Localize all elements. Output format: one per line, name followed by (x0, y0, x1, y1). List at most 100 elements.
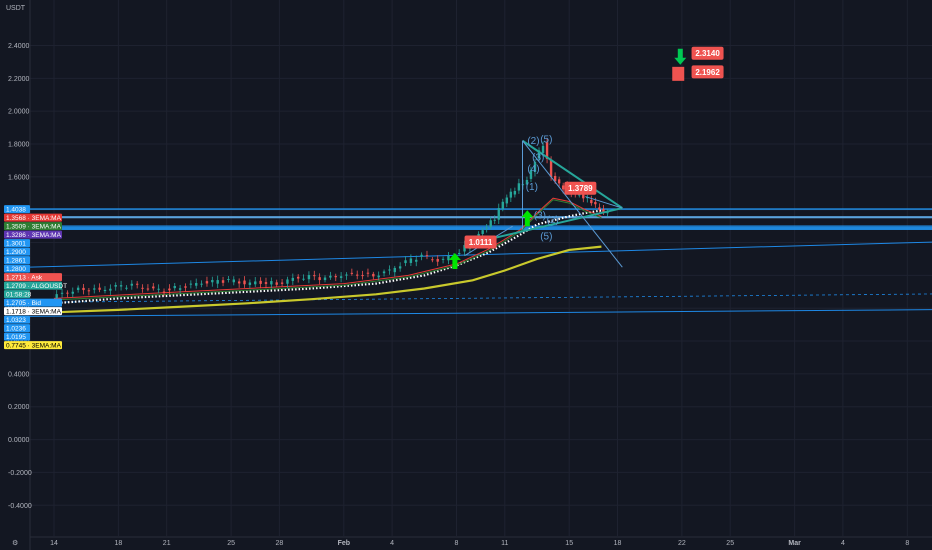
price-label-badge (4, 324, 30, 333)
candle-body (227, 279, 230, 281)
candle-body (493, 219, 496, 221)
price-label-badge (4, 213, 62, 222)
candle-body (481, 230, 484, 234)
price-label-text: 1.3509 · 3EMA:MA (6, 223, 62, 230)
candle-body (489, 220, 492, 228)
price-label-badge (4, 298, 62, 307)
candle-body (146, 288, 150, 290)
price-callout (464, 235, 497, 249)
y-tick-label: -0.4000 (8, 503, 32, 510)
candle-body (87, 290, 91, 292)
triangle-edge (521, 139, 623, 209)
y-tick-label: 2.0000 (8, 109, 30, 116)
price-label-badge (4, 256, 30, 265)
arrow-down-icon (674, 48, 687, 65)
candle-body (561, 185, 565, 190)
candle-body (513, 190, 517, 195)
y-tick-label: 2.4000 (8, 43, 30, 50)
candle-body (409, 258, 413, 263)
candle-body (109, 288, 112, 291)
x-tick-label: Feb (338, 540, 350, 547)
candle-body (529, 170, 533, 179)
candle-body (533, 162, 537, 172)
price-label-text: 1.3568 · 3EMA:MA (6, 215, 62, 222)
candle-body (141, 287, 144, 289)
candle-body (130, 283, 134, 286)
candle-body (420, 254, 423, 257)
candle-body (275, 282, 278, 285)
candle-body (168, 288, 171, 291)
candle-body (578, 194, 581, 196)
candle-body (173, 286, 176, 289)
candle-body (237, 281, 241, 284)
x-axis: 14 18 21 25 28 Feb 4 8 11 15 18 22 25 Mar 4 8 ⚙ (12, 539, 909, 547)
currency-label: USDT (6, 5, 26, 12)
candle-body (189, 283, 193, 285)
candle-body (356, 274, 359, 276)
wave-label: (5) (540, 134, 552, 145)
candle-body (425, 255, 429, 257)
candle-body (557, 179, 561, 184)
candle-body (549, 159, 553, 177)
candle-body (60, 292, 64, 294)
candle-body (98, 287, 101, 290)
candle-body (119, 285, 123, 287)
price-callout-text: 1.0111 (469, 238, 493, 247)
y-tick-label: 1.6000 (8, 174, 30, 181)
x-tick-label: 11 (501, 540, 508, 547)
candle-body (457, 252, 461, 254)
candle-body (366, 272, 370, 274)
arrow-up-icon (521, 210, 534, 227)
x-tick-label: 21 (163, 540, 171, 547)
y-tick-label: 0.2000 (8, 404, 30, 411)
candle-body (382, 271, 386, 274)
price-callout-text: 1.3789 (568, 184, 593, 193)
x-tick-label: 14 (50, 540, 58, 547)
candle-body (398, 266, 402, 269)
price-label-badge (4, 332, 30, 341)
candle-body (350, 272, 354, 274)
candle-body (431, 259, 434, 261)
candle-body (259, 280, 262, 284)
wave-label: (3) (534, 210, 546, 221)
candle-body (525, 179, 529, 185)
price-label-text: 1.2861 (6, 257, 26, 264)
candle-body (221, 280, 225, 283)
wave-label: (2) (527, 136, 539, 147)
candle-body (441, 258, 445, 260)
price-label-text: 1.0323 (6, 317, 26, 324)
candle-body (372, 273, 375, 277)
timezone-icon: ⚙ (12, 539, 18, 547)
candle-body (232, 279, 235, 283)
candle-body (334, 276, 337, 278)
candle-body (497, 208, 500, 220)
candle-body (313, 275, 316, 277)
wave-label: (3) (532, 152, 544, 163)
price-label-text: 1.4038 (6, 206, 26, 213)
marker-square (672, 66, 685, 81)
ema-yellow-line (53, 245, 602, 314)
candle-body (55, 294, 58, 298)
horizontal-levels (29, 208, 932, 317)
range-zone (30, 226, 932, 229)
price-label-badge (4, 341, 62, 350)
candle-body (598, 207, 601, 210)
trend-line (29, 309, 932, 317)
candle-body (537, 150, 541, 159)
y-tick-label: 1.8000 (8, 142, 30, 149)
x-tick-label: 8 (455, 540, 459, 547)
candle-body (393, 267, 396, 273)
ema-red-line (53, 197, 602, 299)
price-label-badge (4, 307, 62, 316)
x-tick-label: 4 (841, 540, 845, 547)
projection-line (585, 196, 623, 209)
candle-body (211, 280, 214, 283)
candle-body (582, 194, 585, 199)
y-tick-label: 0.0000 (8, 437, 30, 444)
candle-body (184, 286, 187, 288)
candle-body (323, 277, 327, 281)
price-label-badge (4, 239, 30, 248)
candle-body (178, 288, 182, 290)
candle-body (82, 287, 85, 291)
